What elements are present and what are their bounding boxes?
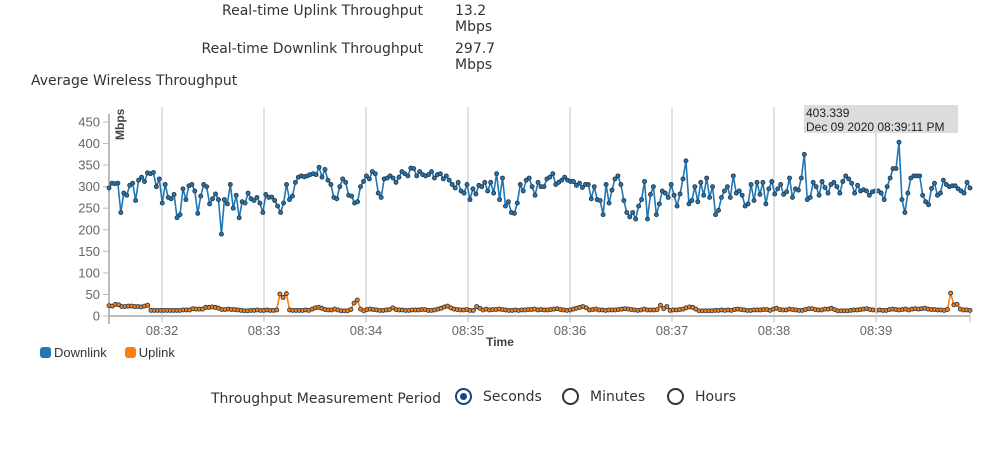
uplink-label: Real-time Uplink Throughput <box>222 3 423 19</box>
svg-text:100: 100 <box>78 265 100 280</box>
radio-seconds[interactable]: Seconds <box>455 388 542 405</box>
chart-series <box>106 139 973 314</box>
svg-text:0: 0 <box>93 309 100 324</box>
svg-text:08:36: 08:36 <box>554 323 587 338</box>
svg-text:250: 250 <box>78 201 100 216</box>
svg-text:08:32: 08:32 <box>146 323 179 338</box>
radio-unchecked-icon[interactable] <box>667 388 684 405</box>
svg-text:08:33: 08:33 <box>248 323 281 338</box>
radio-minutes[interactable]: Minutes <box>562 388 645 405</box>
svg-text:Dec 09 2020 08:39:11 PM: Dec 09 2020 08:39:11 PM <box>806 120 945 134</box>
svg-text:08:35: 08:35 <box>452 323 485 338</box>
legend-label-downlink: Downlink <box>54 345 107 360</box>
uplink-swatch-icon <box>124 347 136 358</box>
radio-minutes-label: Minutes <box>590 388 646 405</box>
svg-text:150: 150 <box>78 244 100 259</box>
legend-item-downlink[interactable]: Downlink <box>40 345 107 360</box>
svg-text:50: 50 <box>86 287 100 302</box>
svg-text:08:34: 08:34 <box>350 323 383 338</box>
chart-title: Average Wireless Throughput <box>31 73 238 89</box>
radio-hours[interactable]: Hours <box>667 388 736 405</box>
svg-text:403.339: 403.339 <box>806 106 850 120</box>
radio-checked-icon[interactable] <box>455 388 472 405</box>
radio-unchecked-icon[interactable] <box>562 388 579 405</box>
radio-hours-label: Hours <box>695 388 737 405</box>
radio-seconds-label: Seconds <box>483 388 542 405</box>
svg-text:08:39: 08:39 <box>860 323 893 338</box>
svg-text:Time: Time <box>486 335 514 349</box>
measurement-period: Throughput Measurement Period Seconds Mi… <box>0 388 1000 412</box>
y-axis: 0 50 100 150 200 250 300 350 400 450 Mbps <box>78 108 127 324</box>
legend-label-uplink: Uplink <box>138 345 175 360</box>
chart-grid <box>161 107 877 316</box>
uplink-value: 13.2 Mbps <box>455 3 493 35</box>
period-label: Throughput Measurement Period <box>211 391 441 407</box>
chart-legend: Downlink Uplink <box>40 345 175 360</box>
svg-text:450: 450 <box>78 115 100 130</box>
svg-text:400: 400 <box>78 136 100 151</box>
svg-text:Mbps: Mbps <box>113 108 127 140</box>
downlink-swatch-icon <box>40 347 51 358</box>
svg-text:300: 300 <box>78 179 100 194</box>
svg-text:08:37: 08:37 <box>656 323 689 338</box>
svg-text:08:38: 08:38 <box>758 323 791 338</box>
svg-text:350: 350 <box>78 158 100 173</box>
svg-text:200: 200 <box>78 222 100 237</box>
downlink-value: 297.7 Mbps <box>455 41 496 73</box>
downlink-label: Real-time Downlink Throughput <box>201 41 423 57</box>
x-axis: 08:32 08:33 08:34 08:35 08:36 08:37 08:38 08:39… <box>109 310 971 349</box>
legend-item-uplink[interactable]: Uplink <box>124 345 175 360</box>
